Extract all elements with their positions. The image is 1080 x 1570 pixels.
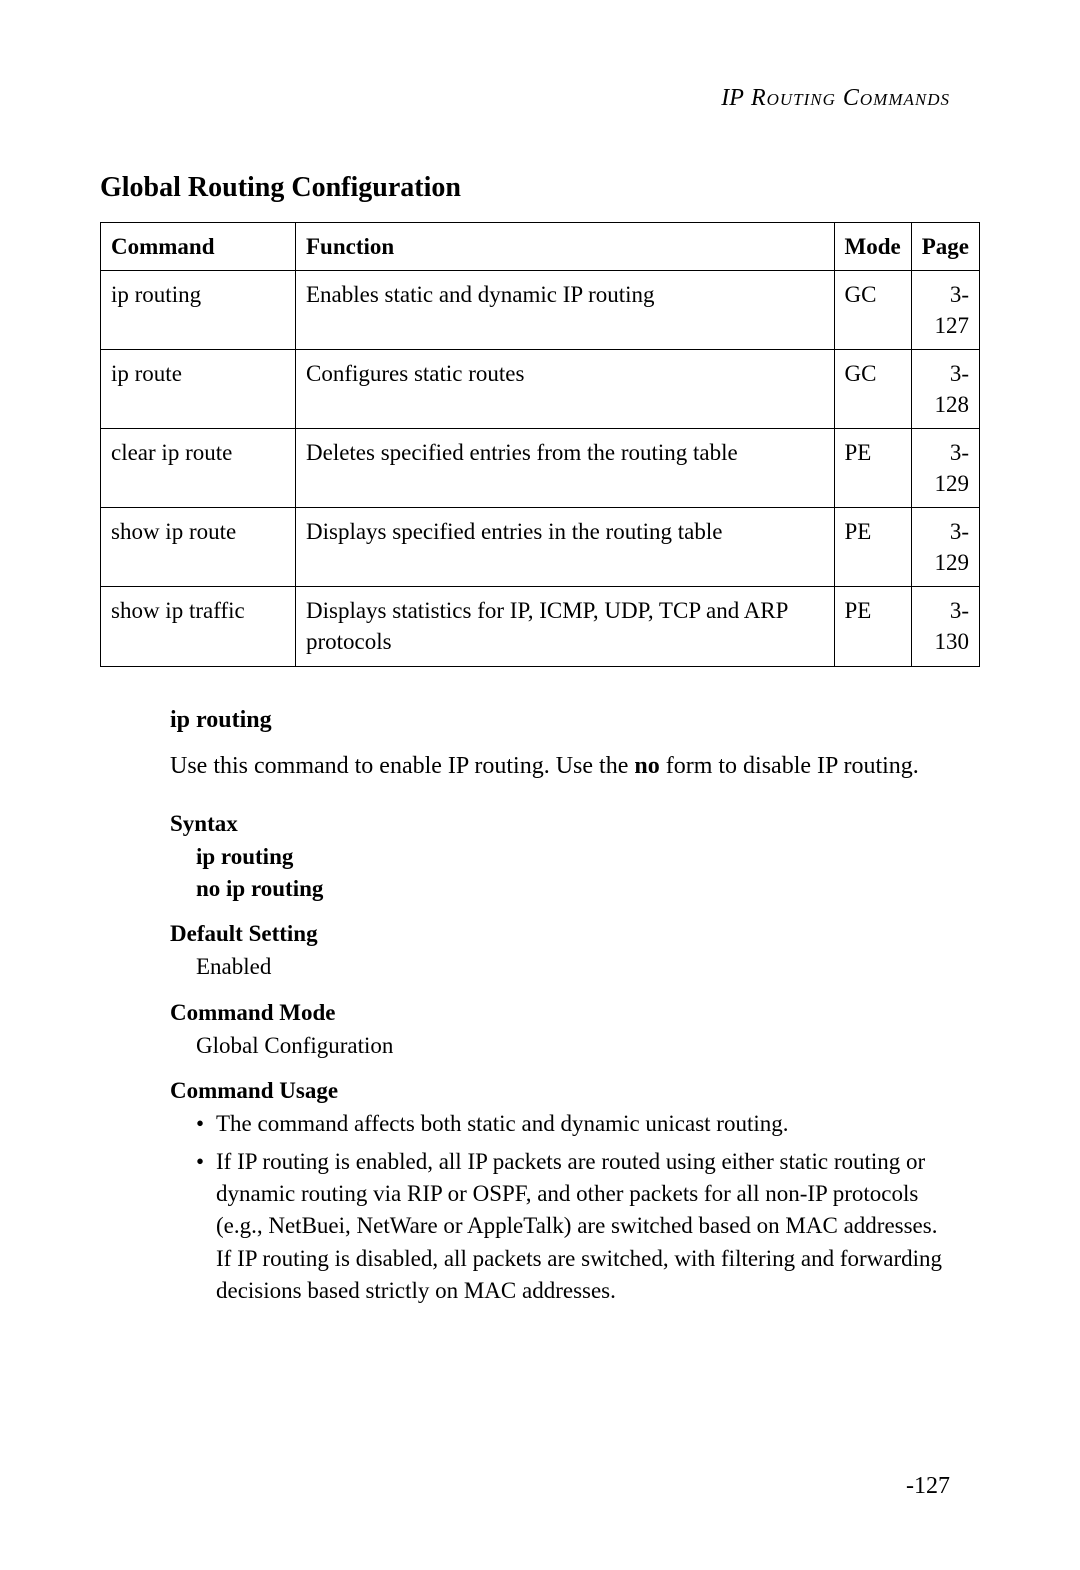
desc-bold: no [634,753,659,779]
command-mode-heading: Command Mode [170,1000,950,1026]
command-description: Use this command to enable IP routing. U… [170,750,950,784]
cell-command: show ip traffic [101,587,296,666]
cell-command: ip routing [101,271,296,350]
cell-command: clear ip route [101,429,296,508]
cell-function: Enables static and dynamic IP routing [296,271,835,350]
table-row: clear ip route Deletes specified entries… [101,429,980,508]
command-name: ip routing [170,707,950,734]
cell-page: 3-129 [911,429,979,508]
syntax-line: no ip routing [196,873,950,905]
cell-command: show ip route [101,508,296,587]
default-setting-heading: Default Setting [170,921,950,947]
header-rest: Routing Commands [744,85,950,111]
syntax-heading: Syntax [170,811,950,837]
table-header-function: Function [296,223,835,271]
table-header-command: Command [101,223,296,271]
usage-item: If IP routing is enabled, all IP packets… [196,1146,950,1307]
cell-function: Displays statistics for IP, ICMP, UDP, T… [296,587,835,666]
cell-mode: PE [834,508,911,587]
syntax-block: ip routing no ip routing [170,841,950,905]
cell-function: Configures static routes [296,350,835,429]
usage-item: The command affects both static and dyna… [196,1108,950,1140]
usage-list: The command affects both static and dyna… [170,1108,950,1307]
table-row: show ip route Displays specified entries… [101,508,980,587]
table-body: ip routing Enables static and dynamic IP… [101,271,980,666]
cell-page: 3-129 [911,508,979,587]
table-row: show ip traffic Displays statistics for … [101,587,980,666]
syntax-line: ip routing [196,841,950,873]
table-header-row: Command Function Mode Page [101,223,980,271]
cell-function: Deletes specified entries from the routi… [296,429,835,508]
header-ip: IP [721,85,744,111]
cell-mode: PE [834,587,911,666]
command-table: Command Function Mode Page ip routing En… [100,222,980,667]
table-row: ip route Configures static routes GC 3-1… [101,350,980,429]
cell-page: 3-127 [911,271,979,350]
command-detail: ip routing Use this command to enable IP… [100,707,980,1307]
page-header: IP Routing Commands [100,85,980,112]
default-setting-value: Enabled [170,951,950,983]
desc-post: form to disable IP routing. [660,753,919,779]
cell-mode: GC [834,350,911,429]
cell-function: Displays specified entries in the routin… [296,508,835,587]
table-header-mode: Mode [834,223,911,271]
table-header-page: Page [911,223,979,271]
desc-pre: Use this command to enable IP routing. U… [170,753,634,779]
table-row: ip routing Enables static and dynamic IP… [101,271,980,350]
cell-page: 3-130 [911,587,979,666]
command-usage-heading: Command Usage [170,1078,950,1104]
section-title: Global Routing Configuration [100,172,980,204]
cell-mode: PE [834,429,911,508]
page-number: -127 [906,1473,950,1500]
cell-mode: GC [834,271,911,350]
command-mode-value: Global Configuration [170,1030,950,1062]
cell-page: 3-128 [911,350,979,429]
cell-command: ip route [101,350,296,429]
